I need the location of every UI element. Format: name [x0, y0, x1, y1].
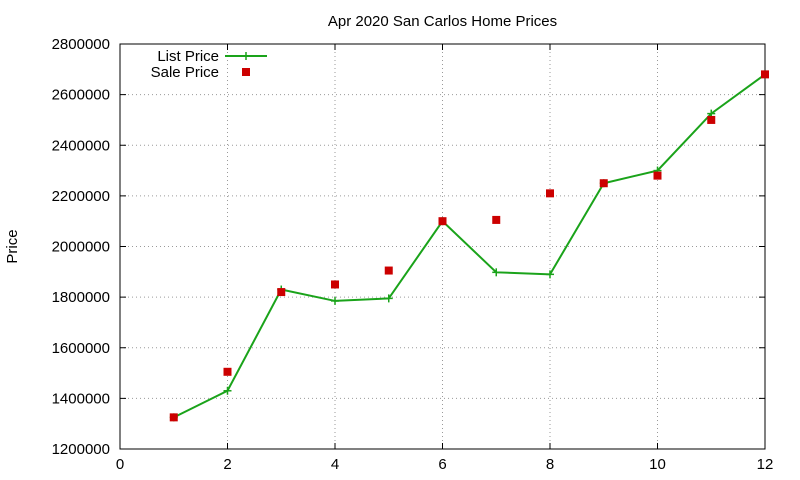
sale-price-point: [223, 367, 232, 376]
x-tick-label: 6: [438, 456, 446, 473]
x-tick-label: 8: [546, 456, 554, 473]
x-tick-label: 2: [223, 456, 231, 473]
y-tick-label: 2000000: [52, 239, 110, 256]
list-price-point: [384, 294, 393, 303]
grid-lines: [120, 44, 765, 449]
x-tick-label: 12: [757, 456, 774, 473]
sale-price-point: [438, 217, 447, 226]
series-layer: [169, 70, 769, 422]
axis-ticks: 1200000 1400000 1600000 1800000 2000000 22000…: [52, 36, 774, 473]
legend-label-list-price: List Price: [157, 48, 219, 65]
y-tick-label: 2200000: [52, 188, 110, 205]
sale-price-point: [331, 280, 339, 289]
legend-label-sale-price: Sale Price: [151, 64, 219, 81]
y-tick-label: 2400000: [52, 137, 110, 154]
list-price-point: [331, 296, 339, 305]
y-tick-label: 1400000: [52, 390, 110, 407]
x-tick-label: 10: [649, 456, 666, 473]
sale-price-point: [599, 179, 608, 188]
sale-price-point: [761, 70, 769, 79]
series-line-list-price: [173, 73, 766, 419]
legend-swatch-sale-price: [242, 68, 250, 76]
sale-price-point: [653, 171, 662, 180]
list-price-point: [492, 268, 501, 277]
list-price-point: [546, 270, 554, 279]
y-tick-label: 2600000: [52, 87, 110, 104]
y-tick-label: 1600000: [52, 340, 110, 357]
sale-price-point: [384, 266, 393, 275]
list-price-point: [223, 386, 232, 395]
sale-price-point: [277, 288, 286, 297]
y-tick-label: 1800000: [52, 289, 110, 306]
sale-price-point: [492, 215, 501, 224]
x-tick-label: 0: [116, 456, 124, 473]
sale-price-point: [707, 115, 716, 124]
sale-price-point: [169, 413, 178, 422]
chart-title: Apr 2020 San Carlos Home Prices: [328, 13, 557, 30]
x-tick-label: 4: [331, 456, 339, 473]
y-tick-label: 2800000: [52, 36, 110, 53]
sale-price-point: [546, 189, 554, 198]
y-tick-label: 1200000: [52, 441, 110, 458]
y-axis-label: Price: [4, 229, 21, 263]
